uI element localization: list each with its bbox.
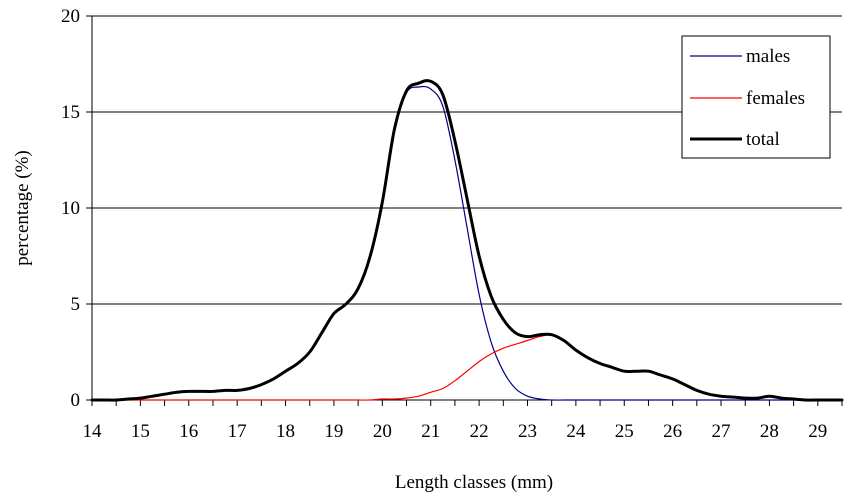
x-tick-label: 29 — [808, 421, 827, 442]
x-tick-label: 15 — [131, 421, 150, 442]
series-line-total — [90, 79, 844, 402]
x-tick-label: 24 — [566, 421, 586, 442]
y-tick-label: 20 — [61, 6, 80, 27]
legend-label-total: total — [746, 129, 780, 150]
tick-labels: 0 5 10 15 20 14 15 16 17 18 19 20 21 22 23 24 25 26 27 28 29 — [61, 6, 827, 442]
x-tick-label: 21 — [421, 421, 440, 442]
legend-label-females: females — [746, 88, 805, 109]
x-tick-label: 19 — [324, 421, 343, 442]
legend: males females total — [681, 35, 831, 159]
x-tick-label: 26 — [663, 421, 682, 442]
x-axis-title: Length classes (mm) — [395, 472, 553, 493]
series-lines — [90, 79, 844, 402]
x-tick-label: 17 — [228, 421, 247, 442]
x-tick-label: 22 — [470, 421, 489, 442]
x-tick-label: 14 — [83, 421, 103, 442]
x-tick-label: 18 — [276, 421, 295, 442]
x-tick-label: 16 — [179, 421, 198, 442]
y-tick-label: 5 — [71, 294, 81, 315]
gridlines — [92, 15, 842, 305]
y-tick-label: 10 — [61, 198, 80, 219]
x-tick-label: 23 — [518, 421, 537, 442]
legend-label-males: males — [746, 46, 790, 67]
y-tick-label: 15 — [61, 102, 80, 123]
y-axis-title: percentage (%) — [12, 150, 33, 266]
x-tick-label: 25 — [615, 421, 634, 442]
x-tick-label: 28 — [760, 421, 779, 442]
y-tick-label: 0 — [71, 390, 81, 411]
x-tick-label: 20 — [373, 421, 392, 442]
x-tick-label: 27 — [712, 421, 731, 442]
